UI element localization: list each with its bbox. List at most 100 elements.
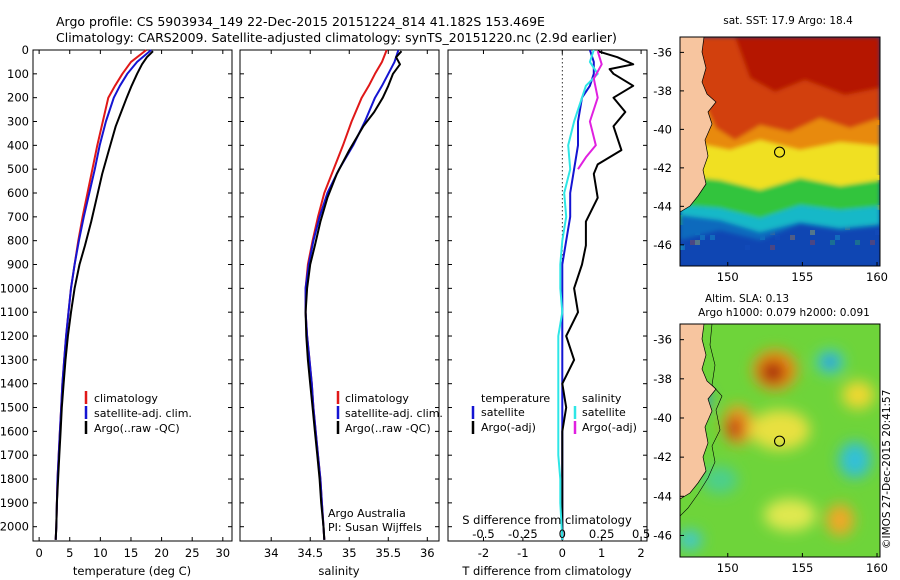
sla-eddy-yellow-2 xyxy=(750,410,810,450)
x-tick-label: -2 xyxy=(478,546,489,560)
sst-band-blue xyxy=(680,215,880,266)
x-tick-label: 34.5 xyxy=(297,546,323,560)
difference-series xyxy=(557,49,635,540)
series-argo xyxy=(54,50,154,540)
temperature-xlabel: temperature (deg C) xyxy=(73,564,191,578)
y-tick-label: 1900 xyxy=(0,496,29,510)
salinity-axes-frame xyxy=(239,49,440,542)
sla-eddy-yellow-1 xyxy=(842,381,874,409)
x-tick-label: 2 xyxy=(637,546,644,560)
difference-depth-ticks xyxy=(448,49,647,528)
sla-eddy-hot-2 xyxy=(727,416,743,440)
y-tick-label: 200 xyxy=(7,91,29,105)
sla-map-title-2: Argo h1000: 0.079 h2000: 0.091 xyxy=(698,307,870,319)
depth-axis: 0 100 200 300 400 500 600 700 800 900 1000 1100 1200… xyxy=(0,43,232,534)
salinity-depth-ticks xyxy=(240,49,439,528)
s-difference-ticks: -0.5 -0.25 0 0.25 0.5 xyxy=(472,527,650,541)
legend-title-salinity: salinity xyxy=(582,392,622,405)
x-tick-label: 0 xyxy=(559,546,566,560)
lat-tick-label: -38 xyxy=(653,84,672,98)
sla-anomaly-blobs xyxy=(680,350,874,550)
x-tick-label: -1 xyxy=(517,546,528,560)
temperature-legend: climatology satellite-adj. clim. Argo(..… xyxy=(84,391,192,435)
y-tick-label: 1400 xyxy=(0,377,29,391)
series-s-satellite xyxy=(557,49,599,540)
sla-eddy-warm-3 xyxy=(826,504,854,536)
header-line-2: Climatology: CARS2009. Satellite-adjuste… xyxy=(56,30,617,45)
s-tick-label: 0.25 xyxy=(589,527,615,541)
x-tick-label: 5 xyxy=(66,546,73,560)
salinity-panel: 34 34.5 35 35.5 36 salinity climatology sate… xyxy=(239,49,443,578)
sst-band-yellow xyxy=(680,140,880,196)
y-tick-label: 300 xyxy=(7,115,29,129)
sla-map: Altim. SLA: 0.13 Argo h1000: 0.079 h2000… xyxy=(653,293,888,575)
x-tick-label: 15 xyxy=(124,546,139,560)
timestamp-stamp: ©IMOS 27-Dec-2015 20:41:57 xyxy=(881,390,893,549)
temperature-panel: 0100200300400500600700800900100011001200… xyxy=(0,43,233,578)
lat-tick-label: -46 xyxy=(653,238,672,252)
s-difference-label: S difference from climatology xyxy=(462,513,632,527)
y-tick-label: 1300 xyxy=(0,353,29,367)
lat-tick-label: -40 xyxy=(653,411,672,425)
x-tick-label: 34 xyxy=(264,546,279,560)
lat-tick-label: -36 xyxy=(653,45,672,59)
argo-location-marker xyxy=(773,435,786,447)
y-tick-label: 1100 xyxy=(0,305,29,319)
difference-axes-frame xyxy=(447,49,648,542)
sst-map-title: sat. SST: 17.9 Argo: 18.4 xyxy=(723,15,853,27)
y-tick-label: 1800 xyxy=(0,472,29,486)
series-s-argo xyxy=(577,50,603,170)
sla-shelf-contour xyxy=(680,324,723,517)
salinity-xlabel: salinity xyxy=(318,564,359,578)
legend-label-climatology: climatology xyxy=(94,392,158,405)
sst-band-hottest xyxy=(735,37,880,95)
sst-field-bands xyxy=(680,37,880,266)
s-tick-label: -0.25 xyxy=(508,527,538,541)
sla-eddy-cool-3 xyxy=(680,530,702,550)
y-tick-label: 100 xyxy=(7,67,29,81)
lat-tick-label: -44 xyxy=(653,489,672,503)
y-tick-label: 1000 xyxy=(0,281,29,295)
legend-label-satellite: satellite-adj. clim. xyxy=(94,407,192,420)
x-tick-label: 10 xyxy=(93,546,108,560)
x-tick-label: 20 xyxy=(154,546,169,560)
lon-tick-label: 155 xyxy=(791,561,813,575)
salinity-series xyxy=(304,49,403,540)
y-tick-label: 600 xyxy=(7,186,29,200)
sla-map-title-1: Altim. SLA: 0.13 xyxy=(705,293,789,305)
temperature-x-axis: 0 5 10 15 20 25 30 xyxy=(35,50,230,560)
sla-eddy-cool-2 xyxy=(839,442,871,478)
lat-tick-label: -42 xyxy=(653,450,672,464)
sla-eddy-hot-1 xyxy=(761,361,785,383)
y-tick-label: 1600 xyxy=(0,424,29,438)
legend-label-satellite: satellite-adj. clim. xyxy=(345,407,443,420)
y-tick-label: 1200 xyxy=(0,329,29,343)
lat-tick-label: -38 xyxy=(653,372,672,386)
x-tick-label: 30 xyxy=(215,546,230,560)
difference-panel: -2 -1 0 1 2 S difference from climatology -0… xyxy=(447,49,650,578)
sst-map: sat. SST: 17.9 Argo: 18.4 150 155 160 -36 -3… xyxy=(653,15,888,284)
series-t-argo xyxy=(561,50,635,540)
y-tick-label: 400 xyxy=(7,138,29,152)
y-tick-label: 800 xyxy=(7,234,29,248)
s-tick-label: -0.5 xyxy=(472,527,494,541)
sla-eddy-cold-1 xyxy=(822,356,838,368)
sst-map-frame xyxy=(679,36,881,267)
lon-tick-label: 150 xyxy=(717,270,739,284)
temperature-axes-frame xyxy=(32,49,233,542)
y-tick-label: 900 xyxy=(7,258,29,272)
y-tick-label: 1700 xyxy=(0,448,29,462)
argo-location-marker xyxy=(773,146,786,158)
lat-tick-label: -36 xyxy=(653,333,672,347)
y-tick-label: 500 xyxy=(7,162,29,176)
x-tick-label: 0 xyxy=(35,546,42,560)
x-tick-label: 25 xyxy=(185,546,200,560)
difference-legend: temperature satellite Argo(-adj) salinit… xyxy=(471,392,637,434)
australia-coast xyxy=(680,324,717,500)
temperature-series xyxy=(54,49,154,540)
credit-org: Argo Australia xyxy=(328,507,406,520)
lon-tick-label: 160 xyxy=(866,561,888,575)
s-tick-label: 0.5 xyxy=(632,527,650,541)
sla-field xyxy=(680,324,880,557)
x-tick-label: 36 xyxy=(420,546,435,560)
